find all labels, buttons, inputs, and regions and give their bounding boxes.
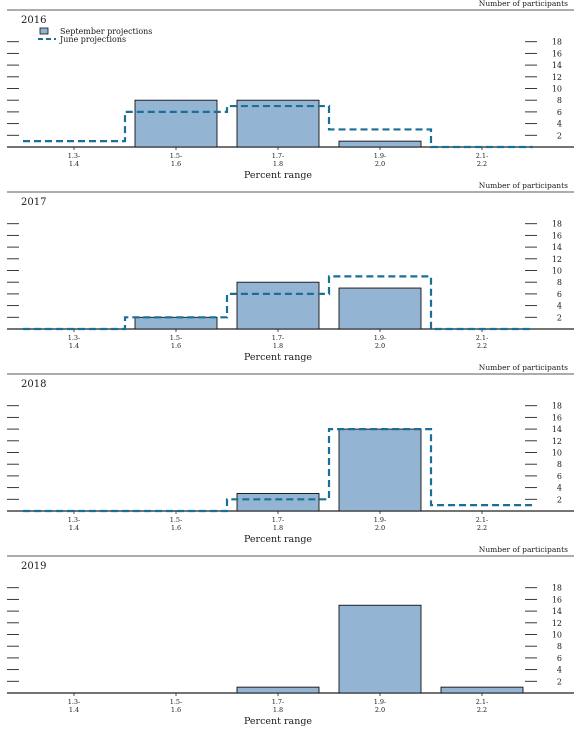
y-tick-label: 4 bbox=[557, 302, 562, 311]
y-tick-label: 10 bbox=[552, 631, 562, 640]
x-axis-title: Percent range bbox=[244, 352, 312, 363]
legend-label-june: June projections bbox=[59, 35, 126, 44]
legend-swatch-september bbox=[39, 27, 49, 35]
june-projection-step-2018 bbox=[23, 428, 533, 513]
y-tick-label: 10 bbox=[552, 85, 562, 94]
y-tick-label: 18 bbox=[552, 220, 562, 229]
x-tick-label: 1.3-1.4 bbox=[68, 698, 81, 714]
x-tick-label: 1.7-1.8 bbox=[272, 516, 285, 532]
panel-2017: Number of participants 2017 2 4 6 8 10 12 14 16 18… bbox=[7, 181, 574, 363]
y-tick-label: 14 bbox=[552, 607, 562, 616]
panel-2016: Number of participants 2016 2 4 6 8 10 12 14 16 18… bbox=[7, 0, 574, 181]
panel-year-title: 2018 bbox=[21, 379, 46, 390]
y-tick-label: 2 bbox=[557, 131, 562, 140]
y-tick-label: 10 bbox=[552, 449, 562, 458]
y-axis-title: Number of participants bbox=[479, 181, 568, 190]
y-tick-label: 16 bbox=[552, 49, 562, 58]
x-tick-label: 1.5-1.6 bbox=[170, 698, 183, 714]
y-tick-label: 10 bbox=[552, 267, 562, 276]
x-tick-label: 2.1-2.2 bbox=[476, 516, 489, 532]
y-axis-title: Number of participants bbox=[479, 0, 568, 8]
legend-label-september: September projections bbox=[60, 27, 152, 36]
x-axis-title: Percent range bbox=[244, 170, 312, 181]
y-tick-label: 4 bbox=[557, 484, 562, 493]
bar-september-2017-1 bbox=[134, 316, 218, 330]
bar-september-2019-3 bbox=[338, 604, 422, 694]
y-tick-label: 18 bbox=[552, 584, 562, 593]
y-tick-label: 12 bbox=[552, 437, 562, 446]
y-tick-label: 8 bbox=[557, 96, 562, 105]
y-tick-label: 8 bbox=[557, 460, 562, 469]
y-tick-label: 12 bbox=[552, 73, 562, 82]
bar-september-2017-3 bbox=[338, 287, 422, 330]
y-tick-label: 6 bbox=[557, 654, 562, 663]
x-tick-label: 2.1-2.2 bbox=[476, 334, 489, 350]
x-tick-label: 1.3-1.4 bbox=[68, 334, 81, 350]
x-tick-label: 2.1-2.2 bbox=[476, 152, 489, 168]
y-tick-label: 16 bbox=[552, 413, 562, 422]
panel-year-title: 2019 bbox=[21, 561, 46, 572]
y-tick-label: 4 bbox=[557, 666, 562, 675]
june-projection-step-2017 bbox=[23, 275, 533, 331]
y-tick-label: 16 bbox=[552, 231, 562, 240]
x-tick-label: 1.3-1.4 bbox=[68, 516, 81, 532]
bar-september-2019-4 bbox=[440, 686, 524, 694]
y-tick-label: 4 bbox=[557, 120, 562, 129]
y-tick-label: 18 bbox=[552, 402, 562, 411]
bar-september-2018-2 bbox=[236, 493, 320, 512]
y-tick-label: 18 bbox=[552, 38, 562, 47]
y-tick-label: 6 bbox=[557, 108, 562, 117]
x-tick-label: 1.9-2.0 bbox=[374, 698, 387, 714]
y-tick-label: 16 bbox=[552, 595, 562, 604]
y-tick-label: 2 bbox=[557, 495, 562, 504]
y-axis-title: Number of participants bbox=[479, 363, 568, 372]
y-tick-label: 8 bbox=[557, 642, 562, 651]
y-tick-label: 2 bbox=[557, 677, 562, 686]
x-tick-label: 1.3-1.4 bbox=[68, 152, 81, 168]
x-tick-label: 1.5-1.6 bbox=[170, 152, 183, 168]
panel-year-title: 2017 bbox=[21, 197, 46, 208]
bar-september-2016-2 bbox=[236, 99, 320, 148]
x-axis-title: Percent range bbox=[244, 716, 312, 727]
x-tick-label: 1.7-1.8 bbox=[272, 698, 285, 714]
bar-september-2018-3 bbox=[338, 428, 422, 512]
bar-september-2019-2 bbox=[236, 686, 320, 694]
y-tick-label: 6 bbox=[557, 290, 562, 299]
y-tick-label: 12 bbox=[552, 619, 562, 628]
x-tick-label: 1.5-1.6 bbox=[170, 334, 183, 350]
panel-2018: Number of participants 2018 2 4 6 8 10 12 14 16 18… bbox=[7, 363, 574, 545]
y-tick-label: 14 bbox=[552, 243, 562, 252]
y-tick-label: 2 bbox=[557, 313, 562, 322]
x-tick-label: 1.9-2.0 bbox=[374, 152, 387, 168]
y-tick-label: 14 bbox=[552, 425, 562, 434]
panel-year-title: 2016 bbox=[21, 15, 46, 26]
x-axis-title: Percent range bbox=[244, 534, 312, 545]
y-tick-label: 6 bbox=[557, 472, 562, 481]
x-tick-label: 1.7-1.8 bbox=[272, 334, 285, 350]
bar-september-2016-1 bbox=[134, 99, 218, 148]
panel-2019: Number of participants 2019 2 4 6 8 10 12 14 16 18… bbox=[7, 545, 574, 727]
x-tick-label: 1.9-2.0 bbox=[374, 516, 387, 532]
bar-september-2017-2 bbox=[236, 281, 320, 330]
x-tick-label: 2.1-2.2 bbox=[476, 698, 489, 714]
y-axis-title: Number of participants bbox=[479, 545, 568, 554]
y-tick-label: 14 bbox=[552, 61, 562, 70]
x-tick-label: 1.5-1.6 bbox=[170, 516, 183, 532]
x-tick-label: 1.7-1.8 bbox=[272, 152, 285, 168]
bar-september-2016-3 bbox=[338, 140, 422, 148]
y-tick-label: 8 bbox=[557, 278, 562, 287]
y-tick-label: 12 bbox=[552, 255, 562, 264]
june-projection-step-2016 bbox=[23, 104, 533, 149]
x-tick-label: 1.9-2.0 bbox=[374, 334, 387, 350]
